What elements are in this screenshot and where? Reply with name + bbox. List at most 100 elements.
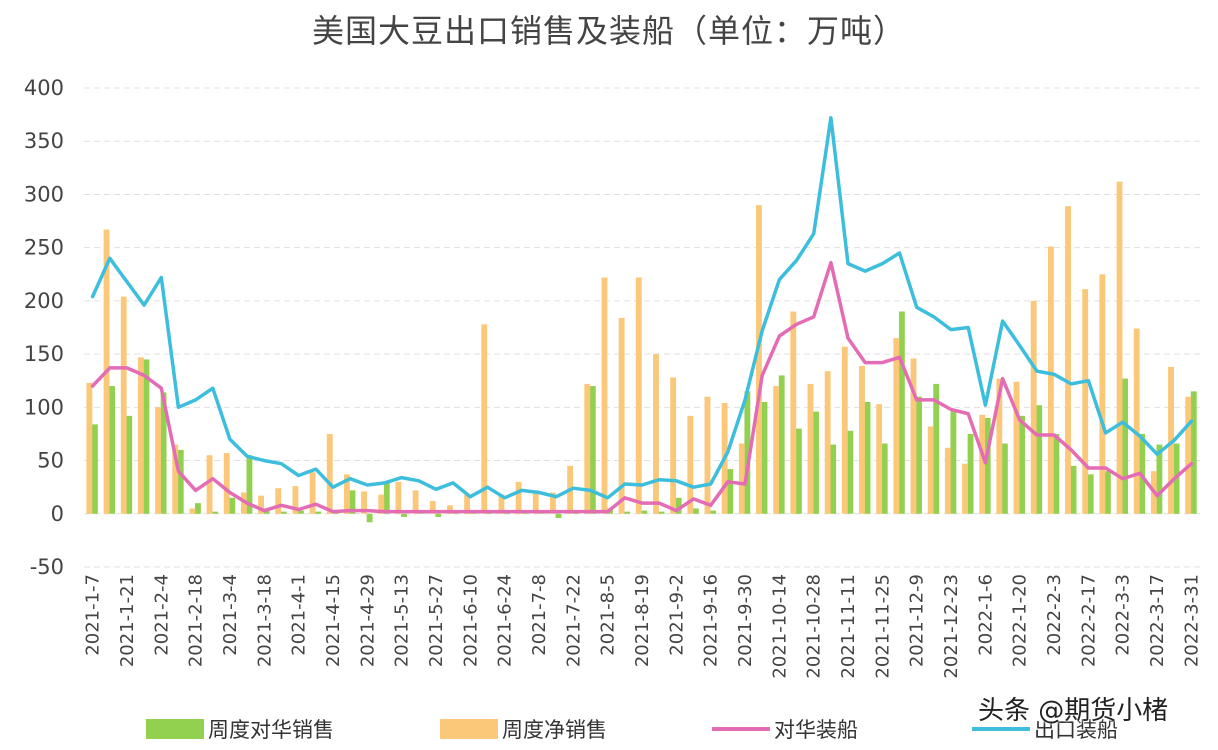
bar-net-sales	[1013, 381, 1020, 514]
bar-net-sales	[1185, 396, 1192, 514]
y-tick-label: 50	[37, 449, 64, 473]
bar-net-sales	[601, 277, 608, 514]
bar-china-sales	[1036, 405, 1043, 514]
x-tick-label: 2021-2-4	[151, 574, 172, 656]
bar-china-sales	[641, 510, 648, 514]
bar-net-sales	[326, 433, 333, 514]
bar-china-sales	[658, 511, 665, 514]
bar-china-sales	[881, 443, 888, 514]
bar-china-sales	[830, 444, 837, 514]
bar-china-sales	[126, 415, 133, 514]
y-tick-label: -50	[30, 555, 64, 579]
x-tick-label: 2022-1-20	[1010, 574, 1031, 667]
bar-china-sales	[1087, 474, 1094, 514]
x-tick-label: 2021-12-23	[941, 574, 962, 679]
y-tick-label: 400	[24, 76, 64, 100]
bar-china-sales	[315, 511, 322, 514]
bar-net-sales	[584, 383, 591, 514]
bar-china-sales	[1001, 443, 1008, 514]
x-tick-label: 2022-2-3	[1044, 574, 1065, 656]
bar-net-sales	[86, 382, 93, 514]
y-tick-label: 300	[24, 182, 64, 206]
x-tick-label: 2021-10-28	[804, 574, 825, 679]
bar-china-sales	[1070, 465, 1077, 514]
bar-net-sales	[910, 358, 917, 514]
bar-net-sales	[1030, 300, 1037, 514]
bar-china-sales	[246, 455, 253, 514]
bar-net-sales	[635, 277, 642, 514]
chart-title: 美国大豆出口销售及装船（单位：万吨）	[311, 12, 906, 50]
bar-net-sales	[137, 357, 144, 514]
bar-china-sales	[727, 469, 734, 514]
bar-china-sales	[984, 417, 991, 514]
y-axis-ticks: -50 0 50 100 150 200 250 300 350 400	[24, 76, 64, 579]
bar-china-sales	[280, 511, 287, 514]
bar-china-sales	[1156, 444, 1163, 514]
bar-china-sales	[1053, 433, 1060, 514]
bar-china-sales	[967, 433, 974, 514]
bar-net-sales	[1168, 366, 1174, 514]
bar-net-sales	[738, 443, 745, 514]
x-tick-label: 2022-3-17	[1147, 574, 1168, 667]
bar-china-sales	[1104, 471, 1111, 514]
legend-label-cyan: 出口装船	[1034, 718, 1118, 742]
watermark: 头条 @期货小楮	[978, 696, 1169, 726]
bar-china-sales	[1019, 415, 1025, 514]
bar-net-sales	[292, 486, 299, 514]
legend-swatch-pink	[712, 727, 770, 731]
bar-net-sales	[1065, 206, 1071, 514]
bar-net-sales	[1133, 328, 1140, 514]
x-tick-label: 2022-2-17	[1078, 574, 1099, 667]
bar-china-sales	[813, 411, 819, 514]
legend-item-orange[interactable]: 周度净销售	[440, 713, 607, 745]
legend-item-cyan[interactable]: 出口装船	[972, 713, 1118, 745]
x-tick-label: 2021-2-18	[186, 574, 207, 667]
bar-net-sales	[206, 455, 213, 514]
x-tick-label: 2021-10-14	[769, 574, 790, 679]
bar-china-sales	[916, 396, 922, 514]
bar-net-sales	[189, 508, 196, 514]
bar-china-sales	[401, 513, 407, 517]
x-tick-label: 2021-6-24	[495, 574, 516, 667]
bar-net-sales	[876, 404, 883, 514]
bar-net-sales	[927, 426, 934, 514]
bar-china-sales	[933, 383, 940, 514]
bar-china-sales	[950, 411, 957, 514]
line-export-shipments	[90, 116, 1194, 500]
bar-china-sales	[195, 503, 201, 514]
bar-net-sales	[361, 491, 368, 514]
x-tick-label: 2021-4-29	[357, 574, 378, 667]
x-tick-label: 2021-8-5	[598, 574, 619, 656]
bar-china-sales	[229, 497, 236, 514]
bar-china-sales	[366, 513, 373, 523]
bar-net-sales	[429, 501, 436, 514]
bar-net-sales	[756, 205, 762, 514]
legend-item-pink[interactable]: 对华装船	[712, 713, 858, 745]
bar-net-sales	[1047, 246, 1054, 514]
legend-label-green: 周度对华销售	[208, 718, 334, 742]
x-tick-label: 2021-4-15	[323, 574, 344, 667]
y-tick-label: 250	[24, 236, 64, 260]
bar-china-sales	[847, 430, 854, 514]
x-tick-label: 2021-5-13	[392, 574, 413, 667]
bar-china-sales	[109, 386, 116, 514]
bar-net-sales	[447, 505, 453, 514]
x-tick-label: 2021-4-1	[289, 574, 310, 656]
bar-net-sales	[550, 492, 556, 514]
x-tick-label: 2022-3-3	[1113, 574, 1134, 656]
bar-net-sales	[395, 481, 402, 514]
x-tick-label: 2021-5-27	[426, 574, 447, 667]
bar-net-sales	[258, 495, 264, 514]
legend-item-green[interactable]: 周度对华销售	[146, 713, 334, 745]
bar-china-sales	[864, 402, 871, 514]
bar-net-sales	[962, 463, 968, 514]
bar-net-sales	[704, 396, 711, 514]
bar-net-sales	[618, 317, 625, 514]
bar-net-sales	[412, 490, 419, 514]
bar-net-sales	[275, 488, 282, 514]
legend-swatch-orange	[440, 719, 498, 739]
bar-net-sales	[824, 371, 831, 514]
bar-net-sales	[670, 377, 677, 514]
bar-net-sales	[979, 414, 986, 514]
bar-china-sales	[898, 311, 905, 514]
